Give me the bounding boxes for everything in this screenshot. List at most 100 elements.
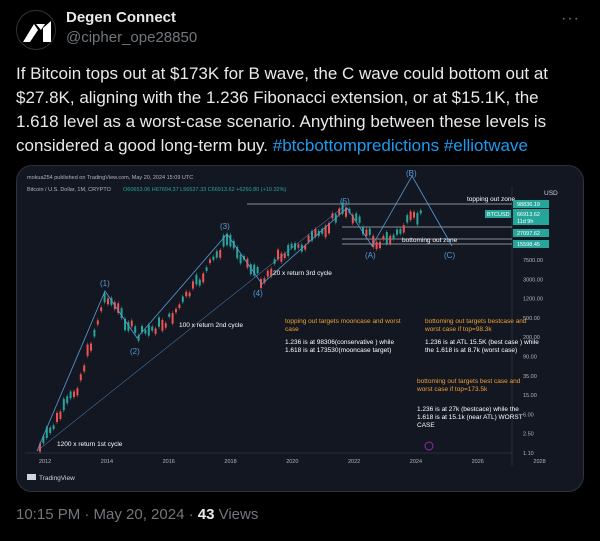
candle-body: [62, 398, 65, 411]
candle-body: [382, 235, 385, 240]
candle-body: [175, 308, 177, 313]
watermark-label: TradingView: [39, 475, 75, 482]
candle-body: [338, 208, 341, 215]
price-tag-countdown: 11d 9h: [517, 219, 533, 225]
candle-body: [385, 232, 388, 244]
candle-body: [294, 243, 296, 250]
candle-body: [419, 210, 422, 214]
candle-body: [130, 320, 133, 327]
candle-body: [307, 235, 310, 243]
candle-body: [402, 225, 405, 233]
candle-body: [263, 278, 266, 283]
timestamp[interactable]: 10:15 PM · May 20, 2024 ·: [16, 506, 198, 523]
candle-body: [69, 391, 72, 399]
candle-body: [212, 256, 215, 260]
tweet-meta: 10:15 PM · May 20, 2024 · 43 Views: [16, 506, 258, 523]
x-tick-label: 2022: [348, 459, 360, 465]
marker-icon: [424, 441, 434, 451]
more-options-icon[interactable]: ···: [561, 10, 580, 27]
box2-title: bottoming out targets bestcase and worst…: [425, 318, 527, 333]
x-tick-label: 2024: [410, 459, 422, 465]
y-tick-label: 6.00: [523, 412, 534, 418]
candle-body: [304, 245, 307, 250]
tweet-text: If Bitcoin tops out at $173K for B wave,…: [16, 62, 584, 158]
candle-body: [351, 214, 354, 224]
candle-body: [266, 270, 269, 277]
candle-body: [178, 304, 181, 309]
tweet-body: If Bitcoin tops out at $173K for B wave,…: [16, 64, 549, 155]
x-tick-label: 2016: [163, 459, 175, 465]
price-tag-15k: 15598.45: [517, 242, 540, 248]
y-tick-label: 1200.00: [523, 297, 543, 303]
candle-body: [232, 240, 235, 249]
candle-body: [226, 233, 228, 246]
candle-body: [56, 412, 58, 422]
candle-body: [379, 241, 381, 248]
candle-body: [368, 228, 371, 235]
y-tick-label: 500.00: [523, 316, 540, 322]
candle-body: [86, 344, 89, 356]
price-tag-current: 66913.62: [517, 212, 540, 218]
candle-body: [93, 329, 96, 337]
author-name[interactable]: Degen Connect: [66, 9, 177, 26]
candle-body: [409, 211, 412, 221]
candle-body: [76, 388, 79, 396]
candle-body: [124, 318, 126, 331]
candle-body: [185, 291, 188, 297]
candle-body: [219, 250, 222, 258]
candle-body: [321, 228, 324, 234]
cycle-3-label: 20 x return 3rd cycle: [273, 270, 332, 277]
candle-body: [396, 229, 398, 235]
candle-body: [79, 374, 82, 381]
candle-body: [205, 267, 208, 271]
y-tick-label: 35.00: [523, 374, 537, 380]
candle-body: [42, 436, 45, 444]
candle-body: [127, 322, 130, 331]
candle-body: [144, 329, 147, 334]
candle-body: [389, 235, 392, 244]
candle-body: [209, 259, 211, 263]
x-tick-label: 2012: [39, 459, 51, 465]
candle-body: [181, 296, 184, 303]
price-tag-top: 98836.19: [517, 202, 540, 208]
wave-label-1: (1): [100, 279, 110, 288]
candle-body: [280, 253, 283, 262]
candle-body: [260, 279, 262, 289]
candle-body: [59, 411, 62, 419]
candle-body: [249, 264, 252, 275]
candle-body: [39, 443, 41, 452]
candle-body: [341, 202, 344, 214]
candle-body: [256, 267, 259, 274]
candle-body: [52, 425, 55, 430]
y-tick-label: 7500.00: [523, 258, 543, 264]
avatar[interactable]: [16, 10, 56, 50]
candle-body: [372, 235, 375, 248]
author-handle[interactable]: @cipher_ope28850: [66, 29, 198, 46]
y-tick-label: 200.00: [523, 335, 540, 341]
candle-body: [141, 325, 143, 333]
views-label: Views: [214, 506, 259, 523]
cycle-1-label: 1200 x return 1st cycle: [57, 441, 123, 448]
candle-body: [311, 231, 313, 241]
candle-body: [253, 264, 256, 276]
y-tick-label: 15.00: [523, 393, 537, 399]
wave-label-3: (3): [220, 222, 230, 231]
chart-image[interactable]: mokua254 published on TradingView.com, M…: [16, 165, 584, 492]
candle-body: [348, 208, 351, 213]
x-tick-label: 2028: [533, 459, 545, 465]
candle-body: [198, 279, 201, 286]
y-tick-label: 90.00: [523, 355, 537, 361]
candle-body: [134, 326, 137, 333]
candle-body: [171, 313, 174, 324]
candle-body: [358, 216, 361, 223]
candle-body: [154, 328, 157, 334]
candle-body: [362, 226, 364, 235]
candle-body: [188, 292, 191, 297]
box3-body: 1.236 is at 27k (bestcace) while the 1.6…: [417, 406, 523, 429]
box3-title: bottoming out targets best case and wors…: [417, 378, 521, 393]
hashtag-link[interactable]: #btcbottompredictions: [272, 136, 440, 155]
wave-label-5: (5): [340, 197, 350, 206]
hashtag-link[interactable]: #elliotwave: [443, 136, 528, 155]
candle-body: [202, 273, 205, 283]
candle-body: [399, 228, 402, 234]
